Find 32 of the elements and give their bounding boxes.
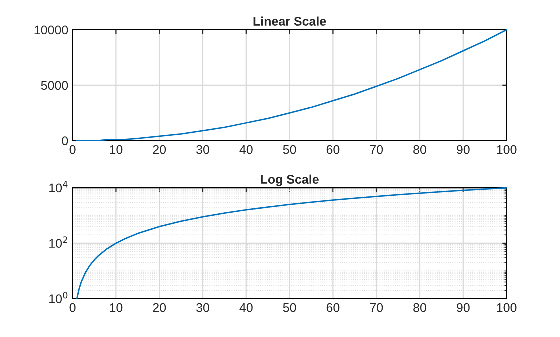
- x-tick-label: 10: [110, 145, 123, 154]
- x-tick-label: 80: [414, 145, 426, 154]
- x-tick-label: 50: [283, 303, 296, 312]
- y-tick-label: 10$^{0}$: [50, 292, 68, 304]
- chart-title: Linear Scale: [254, 16, 326, 26]
- x-tick-label: 70: [370, 303, 384, 312]
- x-tick-label: 40: [240, 303, 253, 312]
- y-tick-label: 5000: [41, 81, 68, 90]
- y-tick-label: 10000: [34, 26, 68, 35]
- x-tick-label: 0: [70, 145, 76, 154]
- x-tick-label: 0: [70, 303, 76, 312]
- x-tick-label: 20: [153, 303, 166, 312]
- x-tick-label: 70: [370, 145, 384, 154]
- x-tick-label: 100: [497, 303, 517, 312]
- y-tick-label: 0: [62, 136, 68, 146]
- x-tick-label: 30: [196, 145, 210, 154]
- x-tick-label: 40: [240, 145, 253, 154]
- line-series: [76, 29, 508, 142]
- x-tick-label: 20: [153, 145, 166, 154]
- x-tick-label: 90: [457, 303, 470, 312]
- y-tick-label: 10$^{4}$: [50, 181, 68, 193]
- x-tick-label: 10: [110, 303, 123, 312]
- chart-title: Log Scale: [261, 174, 319, 187]
- x-tick-label: 60: [326, 303, 340, 312]
- line-series: [76, 187, 508, 300]
- x-tick-label: 30: [196, 303, 210, 312]
- y-tick-label: 10$^{2}$: [50, 236, 68, 248]
- x-tick-label: 90: [457, 145, 470, 154]
- x-tick-label: 50: [283, 145, 296, 154]
- x-tick-label: 100: [497, 145, 517, 154]
- x-tick-label: 60: [326, 145, 340, 154]
- x-tick-label: 80: [414, 303, 426, 312]
